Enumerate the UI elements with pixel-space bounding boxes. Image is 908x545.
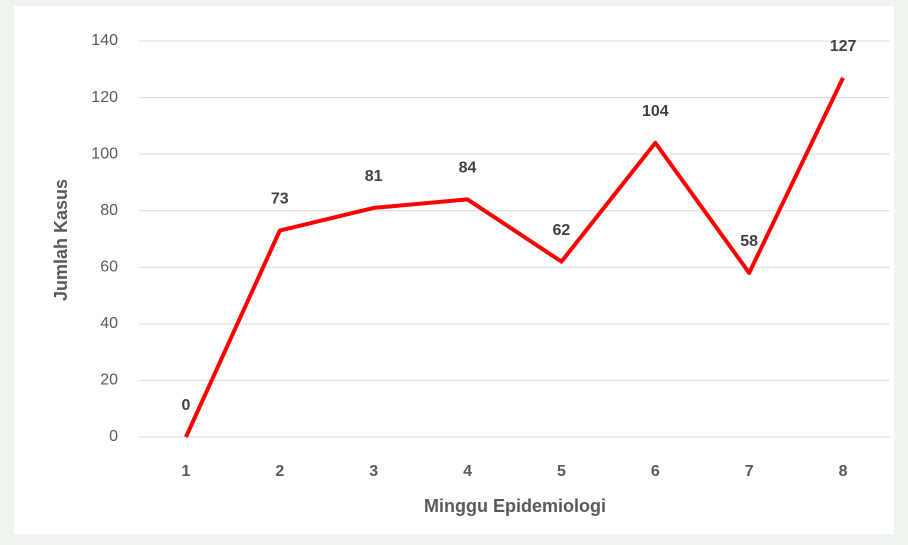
x-axis-title: Minggu Epidemiologi	[424, 496, 606, 516]
x-tick-label: 6	[651, 463, 660, 480]
y-tick-label: 80	[100, 202, 118, 219]
data-label: 73	[271, 191, 289, 208]
data-label: 62	[553, 222, 571, 239]
chart-area	[14, 6, 894, 534]
y-axis-title: Jumlah Kasus	[51, 179, 71, 301]
line	[184, 76, 845, 438]
x-tick-label: 2	[275, 463, 284, 480]
x-tick-label: 5	[557, 463, 566, 480]
data-label: 104	[642, 103, 669, 120]
y-tick-label: 40	[100, 315, 118, 332]
y-tick-label: 100	[91, 145, 118, 162]
data-label: 84	[459, 160, 477, 177]
y-tick-label: 20	[100, 372, 118, 389]
data-label: 58	[740, 233, 758, 250]
x-tick-label: 4	[463, 463, 472, 480]
data-label: 81	[365, 168, 383, 185]
x-tick-label: 1	[181, 463, 190, 480]
x-tick-label: 7	[745, 463, 754, 480]
y-tick-label: 0	[109, 428, 118, 445]
x-tick-label: 3	[369, 463, 378, 480]
x-tick-label: 8	[839, 463, 848, 480]
data-label: 0	[181, 397, 190, 414]
data-label: 127	[830, 38, 857, 55]
y-tick-label: 60	[100, 259, 118, 276]
y-tick-label: 120	[91, 89, 118, 106]
y-tick-label: 140	[91, 32, 118, 49]
